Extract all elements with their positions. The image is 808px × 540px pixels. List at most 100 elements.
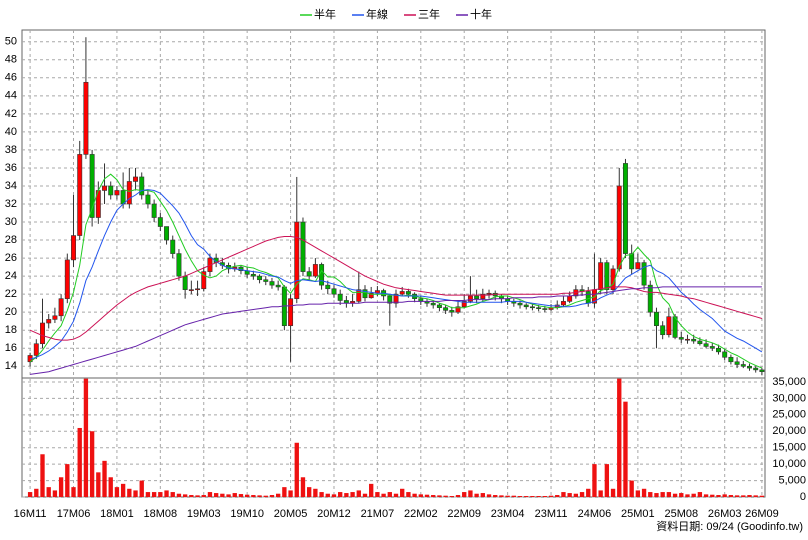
candle-body (635, 262, 641, 270)
candle-body (542, 308, 548, 310)
volume-bar (716, 495, 721, 497)
volume-bar (232, 493, 237, 497)
candle-body (759, 369, 765, 372)
candle-body (529, 306, 535, 309)
candle-body (393, 293, 399, 304)
candle-body (257, 275, 263, 281)
legend-label: 三年 (418, 7, 440, 21)
volume-bar (579, 492, 585, 497)
volume-bar (561, 492, 566, 497)
moving-average-line (29, 236, 763, 341)
volume-bar (542, 496, 548, 497)
candle-body (114, 190, 120, 196)
candle-body (747, 365, 752, 369)
candle-body (399, 291, 405, 295)
x-tick-label: 25M08 (664, 508, 698, 520)
volume-bar (269, 495, 275, 497)
volume-bar (697, 492, 703, 497)
candle-body (641, 262, 647, 286)
candle-body (486, 292, 492, 295)
legend-label: 年線 (366, 7, 388, 21)
candle-body (269, 281, 275, 286)
candle-body (288, 298, 294, 327)
volume-bar (666, 492, 672, 497)
y-tick-label: 20 (5, 306, 17, 318)
volume-bar (530, 496, 535, 497)
candle-body (319, 264, 325, 286)
moving-average-line (30, 286, 762, 375)
candle-body (536, 307, 542, 309)
y-tick-label: 40 (5, 126, 17, 138)
x-tick-label: 18M01 (100, 508, 134, 520)
candle-body (691, 338, 697, 342)
y-tick-label: 42 (5, 108, 17, 120)
candle-body (77, 154, 83, 236)
volume-bar (747, 495, 752, 497)
candle-body (120, 190, 126, 205)
volume-bar (592, 464, 597, 497)
volume-bar (89, 431, 95, 497)
volume-bar (182, 494, 188, 497)
volume-bar (691, 493, 696, 497)
volume-bar (158, 492, 163, 497)
candle-body (734, 361, 740, 365)
x-tick-label: 18M08 (144, 508, 178, 520)
candle-body (647, 284, 653, 313)
candle-body (598, 262, 604, 290)
volume-bar (648, 492, 653, 497)
candle-body (480, 293, 486, 299)
volume-bar (338, 492, 343, 497)
candle-body (164, 226, 170, 241)
volume-bar (734, 495, 740, 497)
volume-bar (443, 495, 448, 497)
candle-body (195, 288, 201, 291)
volume-bar (83, 378, 89, 497)
candle-body (263, 279, 269, 282)
candle-body (139, 176, 145, 196)
legend-label: 半年 (314, 7, 336, 21)
volume-bar (493, 495, 498, 497)
candle-body (306, 271, 312, 277)
y-tick-label: 32 (5, 198, 17, 210)
volume-bar (170, 492, 175, 497)
volume-bar (586, 488, 591, 497)
volume-bar (703, 494, 709, 497)
candle-body (604, 262, 610, 290)
volume-bar (400, 488, 405, 497)
x-tick-label: 21M07 (361, 508, 395, 520)
volume-bar (604, 464, 610, 497)
candle-body (722, 351, 728, 358)
volume-bar (151, 492, 157, 497)
volume-bar (27, 492, 33, 497)
volume-bar (282, 487, 287, 497)
volume-bar (77, 427, 82, 497)
volume-bar (449, 496, 454, 497)
volume-bar (34, 488, 39, 497)
y-tick-label: 30 (5, 216, 17, 228)
x-tick-label: 26M09 (745, 508, 779, 520)
candle-body (133, 176, 139, 182)
source-note: 資料日期: 09/24 (Goodinfo.tw) (656, 519, 803, 533)
candle-body (312, 264, 318, 277)
volume-bar (387, 492, 392, 497)
volume-tick-label: 20,000 (772, 425, 806, 437)
volume-bar (753, 495, 758, 497)
legend-label: 十年 (470, 7, 492, 21)
volume-bar (164, 490, 169, 497)
volume-bar (344, 493, 349, 497)
volume-bar (431, 495, 436, 497)
candle-body (71, 235, 76, 261)
volume-bar (455, 495, 461, 497)
volume-bar (263, 495, 268, 497)
volume-bar (288, 490, 293, 497)
volume-bar (511, 495, 517, 497)
volume-bar (300, 477, 306, 497)
volume-bar (555, 495, 560, 497)
moving-average-line (29, 189, 763, 360)
volume-bar (598, 490, 603, 497)
volume-bar (65, 464, 70, 497)
y-tick-label: 24 (5, 270, 17, 282)
volume-bar (195, 495, 200, 497)
candle-body (108, 185, 114, 196)
volume-bar (176, 493, 182, 497)
